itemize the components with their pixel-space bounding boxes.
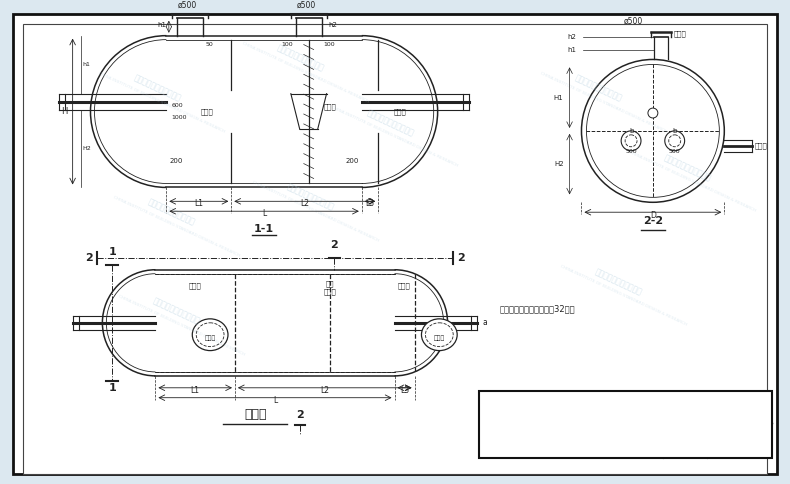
Circle shape [581, 60, 724, 202]
Text: 导流板: 导流板 [398, 283, 411, 289]
Text: 2: 2 [85, 253, 92, 263]
Text: 清掏孔: 清掏孔 [434, 335, 445, 341]
Text: L1: L1 [194, 199, 203, 208]
Text: 校对: 校对 [535, 437, 541, 442]
Circle shape [586, 64, 720, 197]
Text: 600: 600 [171, 103, 183, 107]
Ellipse shape [422, 319, 457, 350]
Text: b: b [629, 128, 634, 134]
Text: 50: 50 [205, 42, 213, 46]
Text: 负责: 负责 [579, 437, 585, 442]
Text: CHINA INSTITUTE OF BUILDING STANDARD DESIGN & RESEARCH: CHINA INSTITUTE OF BUILDING STANDARD DES… [559, 264, 687, 327]
Text: 1-1: 1-1 [254, 224, 274, 234]
Text: 中国建筑标准设计研究院: 中国建筑标准设计研究院 [365, 108, 415, 138]
Text: BZHC-A型三格化粪池(罐) 平、剖面图: BZHC-A型三格化粪池(罐) 平、剖面图 [504, 402, 637, 411]
Text: 中国建筑标准设计研究院: 中国建筑标准设计研究院 [574, 74, 623, 103]
Text: 1: 1 [108, 247, 116, 257]
Text: L3: L3 [366, 199, 374, 208]
Text: h2: h2 [329, 22, 337, 28]
Text: 1000: 1000 [171, 116, 186, 121]
Text: CHINA INSTITUTE OF BUILDING STANDARD DESIGN & RESEARCH: CHINA INSTITUTE OF BUILDING STANDARD DES… [113, 195, 241, 257]
Text: 31: 31 [731, 433, 748, 446]
Text: 注：各尺寸详见本图集笠32页。: 注：各尺寸详见本图集笠32页。 [499, 304, 575, 314]
Text: 500: 500 [625, 149, 637, 154]
Text: 中国建筑标准设计研究院: 中国建筑标准设计研究院 [152, 297, 201, 326]
Text: L: L [262, 209, 266, 218]
Text: 复审: 复审 [513, 437, 519, 442]
Text: 隔板: 隔板 [325, 281, 334, 287]
Bar [480, 391, 772, 458]
Text: H2: H2 [82, 146, 92, 151]
Text: h1: h1 [157, 22, 167, 28]
Text: 导流板: 导流板 [200, 108, 213, 115]
Text: 100: 100 [281, 42, 292, 46]
Text: 设计: 设计 [600, 437, 608, 442]
Text: 页: 页 [683, 436, 687, 443]
Text: ø500: ø500 [178, 1, 198, 10]
Text: L2: L2 [320, 386, 329, 395]
Text: 2: 2 [331, 240, 338, 250]
Text: CHINA INSTITUTE OF BUILDING STANDARD DESIGN & RESEARCH: CHINA INSTITUTE OF BUILDING STANDARD DES… [98, 71, 226, 134]
Text: 清掏孔: 清掏孔 [205, 335, 216, 341]
Text: 导流板: 导流板 [189, 283, 201, 289]
Text: 平面图: 平面图 [244, 408, 266, 421]
Text: 通气口: 通气口 [674, 30, 687, 37]
Text: D: D [650, 211, 656, 220]
Text: L1: L1 [190, 386, 200, 395]
Text: b: b [672, 128, 677, 134]
Text: 图集号: 图集号 [679, 403, 691, 410]
Text: 中国建筑标准设计研究院: 中国建筑标准设计研究院 [663, 153, 713, 182]
Circle shape [625, 135, 637, 147]
Text: 中国建筑标准设计研究院: 中国建筑标准设计研究院 [147, 197, 197, 227]
Text: CHINA INSTITUTE OF BUILDING STANDARD DESIGN & RESEARCH: CHINA INSTITUTE OF BUILDING STANDARD DES… [540, 71, 668, 134]
Text: H1: H1 [554, 95, 563, 101]
Text: 曾稀: 曾稀 [623, 437, 629, 442]
Text: L3: L3 [400, 386, 409, 395]
Circle shape [648, 108, 658, 118]
Text: h1: h1 [567, 46, 577, 53]
Text: L: L [273, 395, 277, 405]
Text: 审定: 审定 [645, 437, 651, 442]
Text: a: a [482, 318, 487, 327]
Text: CHINA INSTITUTE OF BUILDING STANDARD DESIGN & RESEARCH: CHINA INSTITUTE OF BUILDING STANDARD DES… [629, 150, 757, 212]
Text: CHINA INSTITUTE OF BUILDING STANDARD DESIGN & RESEARCH: CHINA INSTITUTE OF BUILDING STANDARD DES… [331, 106, 459, 168]
Text: h1: h1 [82, 62, 90, 67]
Text: 导流板: 导流板 [393, 108, 406, 115]
Text: 1: 1 [108, 383, 116, 393]
Text: 中国建筑标准设计研究院: 中国建筑标准设计研究院 [286, 182, 336, 212]
Circle shape [621, 131, 641, 151]
Text: h2: h2 [568, 34, 577, 40]
Text: 过水孔: 过水孔 [323, 288, 336, 295]
Text: L2: L2 [300, 199, 309, 208]
Text: 审核: 审核 [491, 437, 498, 442]
Text: 2: 2 [296, 409, 303, 420]
Text: CHINA INSTITUTE OF BUILDING STANDARD DESIGN & RESEARCH: CHINA INSTITUTE OF BUILDING STANDARD DES… [118, 294, 246, 357]
Text: 14SS706: 14SS706 [716, 402, 763, 411]
Text: ø500: ø500 [297, 1, 316, 10]
Text: 制图: 制图 [557, 437, 563, 442]
Circle shape [669, 135, 681, 147]
Text: 2-2: 2-2 [643, 216, 663, 226]
Text: 中国建筑标准设计研究院: 中国建筑标准设计研究院 [276, 44, 325, 73]
Text: ø500: ø500 [623, 17, 643, 26]
Ellipse shape [192, 319, 228, 350]
Text: 200: 200 [170, 158, 183, 164]
Text: CHINA INSTITUTE OF BUILDING STANDARD DESIGN & RESEARCH: CHINA INSTITUTE OF BUILDING STANDARD DES… [242, 41, 370, 104]
Text: 100: 100 [324, 42, 335, 46]
Text: 500: 500 [669, 149, 680, 154]
Circle shape [665, 131, 685, 151]
Text: CHINA INSTITUTE OF BUILDING STANDARD DESIGN & RESEARCH: CHINA INSTITUTE OF BUILDING STANDARD DES… [252, 180, 379, 242]
Text: H2: H2 [554, 161, 563, 167]
Text: H: H [62, 107, 68, 116]
Text: 过水孔: 过水孔 [755, 142, 768, 149]
Text: 中国建筑标准设计研究院: 中国建筑标准设计研究院 [132, 74, 182, 103]
Text: 2: 2 [457, 253, 465, 263]
Text: 过水孔: 过水孔 [324, 103, 337, 110]
Text: 200: 200 [345, 158, 359, 164]
Text: 中国建筑标准设计研究院: 中国建筑标准设计研究院 [593, 267, 643, 297]
Ellipse shape [196, 323, 224, 347]
Ellipse shape [426, 323, 453, 347]
